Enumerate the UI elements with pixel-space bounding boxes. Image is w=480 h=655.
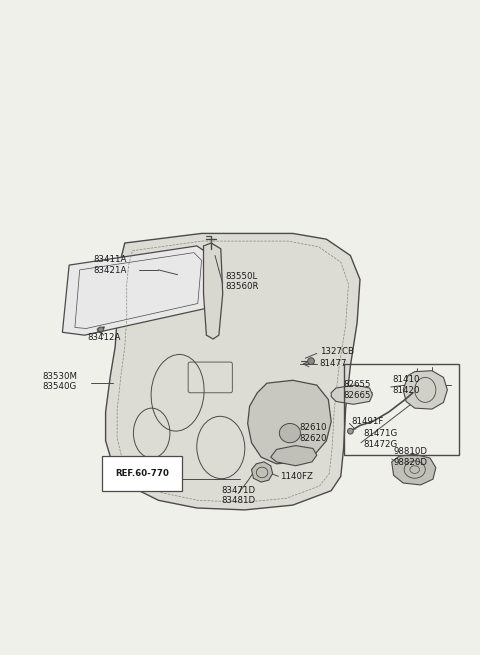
Text: 83471D
83481D: 83471D 83481D <box>221 486 255 505</box>
Polygon shape <box>331 385 372 404</box>
Text: 81410
81420: 81410 81420 <box>393 375 420 395</box>
Polygon shape <box>271 445 317 466</box>
Polygon shape <box>392 454 436 485</box>
Polygon shape <box>204 243 223 339</box>
Polygon shape <box>403 371 447 409</box>
Text: 83530M
83540G: 83530M 83540G <box>42 371 77 391</box>
Ellipse shape <box>98 327 104 332</box>
Ellipse shape <box>279 424 300 443</box>
Polygon shape <box>62 246 211 335</box>
Text: 1140FZ: 1140FZ <box>280 472 313 481</box>
Text: 82655
82665: 82655 82665 <box>344 380 371 400</box>
Text: REF.60-770: REF.60-770 <box>115 469 169 478</box>
Text: 83412A: 83412A <box>87 333 120 342</box>
Text: 1327CB: 1327CB <box>320 347 354 356</box>
Polygon shape <box>106 233 360 510</box>
Polygon shape <box>252 462 273 482</box>
Text: 82610
82620: 82610 82620 <box>300 423 327 443</box>
Text: 81471G
81472G: 81471G 81472G <box>363 429 397 449</box>
Text: 98810D
98820D: 98810D 98820D <box>394 447 428 467</box>
Text: 83550L
83560R: 83550L 83560R <box>226 272 259 291</box>
Text: 81491F: 81491F <box>351 417 384 426</box>
Bar <box>344 364 459 455</box>
Text: 83411A
83421A: 83411A 83421A <box>94 255 127 275</box>
Polygon shape <box>248 381 331 464</box>
Ellipse shape <box>308 358 314 364</box>
Text: 81477: 81477 <box>320 358 347 367</box>
Circle shape <box>348 428 353 434</box>
